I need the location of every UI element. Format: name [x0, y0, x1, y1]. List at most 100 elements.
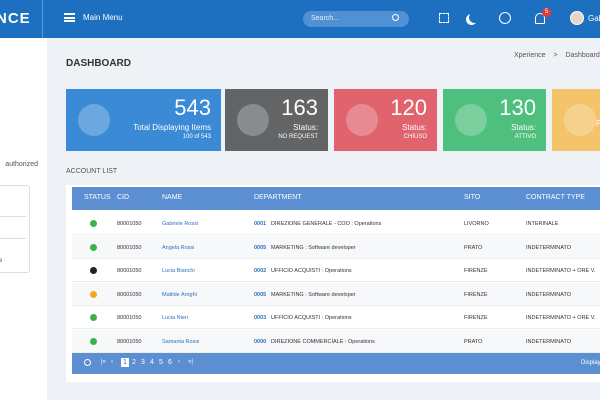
table-header [72, 187, 600, 210]
card-sub: ATTIVO [514, 134, 536, 140]
cid: 80001050 [117, 315, 142, 321]
menu-label[interactable]: Main Menu [83, 13, 123, 22]
sito: PRATO [464, 244, 483, 251]
dept-code: 0001 [254, 221, 267, 227]
name[interactable]: Lucia Bianchi [162, 268, 195, 274]
footer-text: Displayin [581, 360, 600, 366]
notification-badge: 5 [542, 8, 551, 17]
stat-card[interactable]: 120 Status: CHIUSO [334, 89, 437, 151]
page-button[interactable]: 4 [150, 359, 154, 366]
card-label: Total Displaying Items [133, 123, 211, 132]
page-button[interactable]: 2 [132, 359, 136, 366]
status-dot [90, 220, 97, 227]
nav-button[interactable]: |« [101, 359, 106, 365]
dept-name: MARKETING : Software developer [271, 291, 356, 298]
stat-card[interactable]: 163 Status: NO REQUEST [225, 89, 328, 151]
contract: INDETERMINATO [526, 291, 572, 298]
card-icon [346, 104, 378, 136]
sidebar-text: authorized [5, 161, 38, 168]
stat-card[interactable]: 543 Total Displaying Items 100 of 543 [66, 89, 221, 151]
menu-icon[interactable] [64, 13, 75, 22]
sito: FIRENZE [464, 291, 488, 298]
page-button[interactable]: 1 [121, 358, 129, 367]
name[interactable]: Gabriele Rossi [162, 221, 199, 227]
sito: FIRENZE [464, 268, 488, 274]
dept-code: 0003 [254, 315, 267, 321]
card-icon [564, 104, 596, 136]
contract: INDETERMINATO + ORE V. [526, 268, 596, 274]
card-label: Status: [511, 123, 536, 132]
name[interactable]: Lucia Nieri [162, 315, 188, 321]
nav-button[interactable]: ‹ [111, 359, 113, 365]
card-sub: CHIUSO [403, 134, 427, 140]
search-box[interactable]: Search... [303, 11, 409, 27]
row[interactable] [72, 329, 600, 353]
breadcrumb-separator: > [553, 52, 558, 59]
card-sub: P [596, 119, 600, 128]
row[interactable] [72, 235, 600, 259]
column-header: SITO [464, 194, 481, 201]
row[interactable] [72, 259, 600, 282]
name[interactable]: Angela Rossi [162, 244, 195, 251]
page-button[interactable]: 6 [168, 359, 172, 366]
nav-button[interactable]: › [178, 359, 180, 365]
dept-code: 0002 [254, 268, 267, 274]
card-label: Status: [293, 123, 318, 132]
logo[interactable]: NCE [0, 10, 31, 27]
fullscreen-icon[interactable] [439, 13, 449, 23]
page-button[interactable]: 5 [159, 359, 163, 366]
card-value: 543 [174, 95, 211, 120]
card-value: 120 [390, 95, 427, 120]
column-header: STATUS [84, 194, 111, 201]
cid: 80001050 [117, 244, 142, 251]
cid: 80001050 [117, 268, 142, 274]
accessibility-icon[interactable] [499, 12, 511, 24]
status-dot [90, 314, 97, 321]
page-title: DASHBOARD [66, 58, 131, 69]
dept-code: 0005 [254, 244, 267, 251]
search-placeholder: Search... [311, 15, 340, 22]
row[interactable] [72, 306, 600, 329]
card-value: 130 [499, 95, 536, 120]
contract: INDETERMINATO + ORE V. [526, 315, 596, 321]
row[interactable] [72, 282, 600, 306]
sito: FIRENZE [464, 315, 488, 321]
breadcrumb-item[interactable]: Dashboard [565, 52, 600, 59]
row[interactable] [72, 212, 600, 235]
card-sub: NO REQUEST [278, 134, 318, 140]
status-dot [90, 290, 97, 298]
refresh-icon[interactable] [84, 359, 91, 366]
card-icon [237, 104, 269, 136]
search-icon[interactable] [392, 14, 399, 21]
name[interactable]: Matilde Arrighi [162, 291, 197, 298]
divider [42, 0, 43, 38]
column-header: DEPARTMENT [254, 194, 302, 201]
nav-button[interactable]: »| [188, 359, 193, 365]
dept-code: 0005 [254, 291, 267, 298]
avatar[interactable] [570, 11, 584, 25]
card-value: 163 [281, 95, 318, 120]
column-header: CONTRACT TYPE [526, 194, 585, 201]
status-dot [90, 337, 97, 345]
stat-card[interactable]: P [552, 89, 600, 151]
user-name[interactable]: Gab [588, 14, 600, 23]
sito: PRATO [464, 338, 483, 345]
sito: LIVORNO [464, 221, 489, 227]
status-dot [90, 267, 97, 274]
page-button[interactable]: 3 [141, 359, 145, 366]
sidebar-box-text: e [0, 258, 3, 264]
stat-card[interactable]: 130 Status: ATTIVO [443, 89, 546, 151]
card-icon [78, 104, 110, 136]
pagination-bar [72, 352, 600, 374]
name[interactable]: Samanta Rossi [162, 338, 200, 345]
theme-icon[interactable] [469, 12, 480, 23]
breadcrumb-item[interactable]: Xperience [514, 52, 546, 59]
card-icon [455, 104, 487, 136]
top-bar: NCE Main Menu Search... 5 Gab [0, 0, 600, 38]
sidebar-box: e [0, 185, 30, 273]
sidebar: authorized e [0, 38, 47, 400]
notification-icon[interactable] [535, 13, 545, 24]
dept-name: MARKETING : Software developer [271, 244, 356, 251]
card-label: Status: [402, 123, 427, 132]
